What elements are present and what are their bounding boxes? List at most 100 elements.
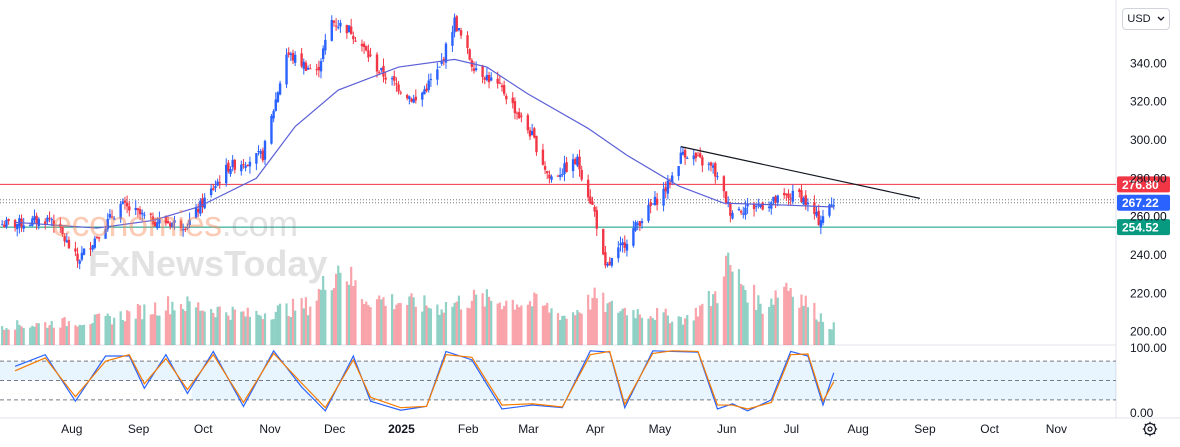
candle-body bbox=[649, 202, 652, 207]
gear-icon[interactable] bbox=[1140, 419, 1160, 439]
volume-bar bbox=[347, 284, 351, 345]
volume-bar bbox=[830, 329, 833, 345]
volume-bar bbox=[5, 328, 8, 345]
volume-bar bbox=[503, 305, 506, 345]
volume-bar bbox=[78, 324, 81, 345]
volume-bar bbox=[22, 327, 25, 345]
volume-bar bbox=[18, 324, 21, 345]
candle-body bbox=[438, 66, 441, 68]
volume-bar bbox=[699, 305, 702, 345]
candle-body bbox=[121, 201, 125, 204]
volume-bar bbox=[59, 327, 62, 345]
volume-bar bbox=[565, 318, 568, 345]
volume-bar bbox=[231, 306, 234, 345]
candle-body bbox=[783, 192, 786, 196]
volume-bar bbox=[472, 289, 476, 345]
volume-bar bbox=[671, 321, 674, 345]
candle-body bbox=[677, 166, 680, 176]
candle-body bbox=[63, 236, 66, 242]
candle-body bbox=[179, 220, 183, 229]
grid bbox=[0, 0, 1180, 419]
time-axis[interactable]: Aug Sep Oct Nov Dec 2025 Feb Mar Apr May Jun Jul Aug… bbox=[61, 422, 1067, 436]
volume-bar bbox=[274, 311, 277, 345]
price-axis[interactable]: 200.00 220.00 240.00 260.00 280.00 300.00 320.… bbox=[1117, 18, 1170, 339]
candle-body bbox=[97, 237, 101, 239]
volume-bar bbox=[309, 306, 312, 345]
candle-body bbox=[518, 112, 521, 119]
volume-bar bbox=[330, 290, 333, 345]
volume-bar bbox=[470, 300, 473, 345]
volume-bar bbox=[729, 264, 732, 345]
candle-body bbox=[261, 150, 265, 161]
volume-bar bbox=[240, 311, 243, 345]
volume-bar bbox=[278, 303, 282, 345]
candle-body bbox=[711, 165, 715, 168]
volume-bar bbox=[46, 327, 49, 345]
volume-bar bbox=[802, 305, 805, 345]
candle-body bbox=[405, 95, 409, 99]
volume-bar bbox=[515, 304, 519, 345]
last-price-bg bbox=[1117, 194, 1170, 211]
candle-body bbox=[82, 248, 86, 255]
volume-bar bbox=[248, 316, 252, 345]
candle-body bbox=[692, 155, 695, 160]
currency-selector[interactable]: USD bbox=[1122, 8, 1170, 30]
volume-bar bbox=[317, 288, 320, 345]
level-label: 254.52 bbox=[1122, 221, 1159, 235]
candle-body bbox=[33, 216, 36, 220]
volume-bar bbox=[617, 312, 620, 345]
candle-body bbox=[0, 224, 4, 226]
level-label: 276.80 bbox=[1122, 178, 1159, 192]
volume-bar bbox=[285, 303, 288, 345]
volume-bar bbox=[487, 296, 491, 345]
time-tick-label: Apr bbox=[586, 422, 605, 436]
candle-body bbox=[533, 128, 536, 138]
candle-body bbox=[354, 40, 357, 42]
volume-bar bbox=[744, 289, 747, 345]
volume-bar bbox=[76, 326, 79, 345]
volume-bar bbox=[759, 303, 762, 345]
candle-body bbox=[304, 62, 308, 71]
volume-bar bbox=[393, 309, 396, 345]
volume-bar bbox=[591, 297, 594, 345]
volume-bar bbox=[561, 315, 564, 345]
osc-tick-label: 100.00 bbox=[1130, 341, 1167, 355]
candle-body bbox=[257, 150, 260, 152]
candle-body bbox=[668, 182, 672, 185]
volume-bar bbox=[263, 313, 267, 345]
candle-body bbox=[666, 180, 670, 194]
volume-bar bbox=[337, 265, 340, 345]
volume-bar bbox=[121, 319, 124, 345]
candle-body bbox=[496, 78, 499, 84]
volume-bar bbox=[233, 309, 236, 345]
candle-body bbox=[787, 193, 790, 199]
candle-body bbox=[408, 96, 411, 100]
volume-bar bbox=[806, 307, 810, 345]
volume-bar bbox=[20, 326, 23, 345]
candle-body bbox=[530, 130, 534, 136]
candle-body bbox=[651, 203, 654, 205]
candle-body bbox=[632, 228, 635, 246]
volume-bar bbox=[440, 309, 443, 345]
volume-bar bbox=[304, 297, 308, 345]
volume-bar bbox=[686, 314, 689, 345]
volume-bar bbox=[815, 319, 818, 345]
horizontal-levels[interactable]: 276.80 254.52 bbox=[0, 176, 1170, 236]
volume-bar bbox=[707, 291, 710, 345]
candle-body bbox=[498, 82, 502, 84]
volume-bar bbox=[397, 303, 400, 345]
candle-body bbox=[485, 75, 489, 81]
volume-bar bbox=[500, 309, 504, 345]
candle-body bbox=[349, 26, 353, 35]
volume-bar bbox=[141, 319, 144, 345]
volume-bar bbox=[306, 315, 310, 345]
trendline[interactable] bbox=[680, 146, 921, 199]
candle-body bbox=[828, 204, 831, 216]
candle-body bbox=[156, 222, 159, 229]
volume-bar bbox=[485, 289, 489, 345]
volume-bar bbox=[113, 317, 116, 345]
candle-body bbox=[453, 17, 456, 33]
candle-body bbox=[679, 152, 683, 164]
volume-bar bbox=[194, 307, 198, 345]
